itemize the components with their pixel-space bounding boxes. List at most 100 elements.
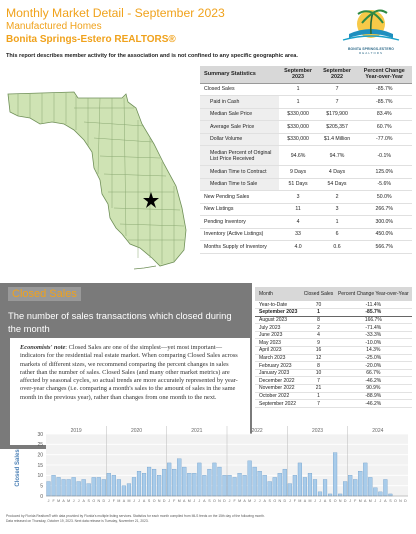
summary-row-label: New Pending Sales — [204, 193, 250, 200]
chart-bar — [338, 493, 343, 497]
cs-row-change: -25.0% — [334, 354, 412, 363]
chart-bar — [257, 471, 262, 497]
summary-statistics-table: Summary Statistics September 2023 Septem… — [200, 66, 412, 254]
chart-x-tick-label: J — [259, 499, 261, 503]
chart-y-tick-label: 0 — [40, 494, 43, 500]
cs-row-sales: 21 — [302, 384, 335, 393]
chart-x-tick-label: A — [364, 499, 367, 503]
chart-bar — [172, 468, 177, 497]
summary-row-label: Average Sale Price — [200, 120, 279, 133]
summary-row-change: -5.6% — [377, 181, 392, 188]
chart-bar — [297, 462, 302, 497]
summary-row-label: Pending Inventory — [204, 218, 246, 225]
chart-x-tick-label: M — [369, 499, 372, 503]
chart-bar — [86, 483, 91, 497]
summary-header-change: Percent Change Year-over-Year — [356, 66, 412, 84]
chart-x-tick-label: A — [243, 499, 246, 503]
chart-x-tick-label: J — [349, 499, 351, 503]
chart-x-tick-label: J — [374, 499, 376, 503]
footer-release: Data released on Thursday, October 19, 2… — [6, 519, 149, 523]
chart-x-tick-label: M — [298, 499, 301, 503]
chart-x-tick-label: D — [404, 499, 407, 503]
summary-row: Inventory (Active Listings) 33 6 450.0% — [200, 228, 412, 241]
cs-row-sales: 1 — [302, 308, 335, 317]
summary-row-prior: 6 — [335, 231, 339, 238]
cs-row-month: October 2022 — [255, 392, 303, 401]
summary-row-current: 1 — [296, 86, 300, 93]
summary-row-change: 50.0% — [376, 193, 392, 200]
chart-x-tick-label: J — [289, 499, 291, 503]
palm-sun-logo-icon — [342, 9, 400, 41]
cs-row-change: -46.2% — [334, 376, 412, 386]
chart-bar — [71, 477, 76, 497]
chart-x-tick-label: D — [284, 499, 287, 503]
chart-x-tick-label: F — [113, 499, 116, 503]
association-name: Bonita Springs-Estero REALTORS® — [6, 34, 176, 45]
cs-row-change: -33.3% — [334, 331, 412, 340]
summary-row: New Listings 11 3 266.7% — [200, 203, 412, 216]
chart-x-tick-label: N — [158, 499, 161, 503]
chart-bar — [106, 473, 111, 497]
chart-bar — [126, 483, 132, 497]
cs-row-sales: 8 — [302, 316, 335, 325]
summary-row-current: 1 — [296, 98, 300, 105]
chart-bar — [51, 475, 56, 497]
chart-y-tick-label: 30 — [37, 432, 43, 438]
chart-x-tick-label: A — [203, 499, 206, 503]
chart-bar — [307, 473, 313, 497]
closed-sales-row: August 2023 8 166.7% — [255, 316, 412, 325]
chart-bar — [373, 487, 378, 497]
summary-row-current: 51 Days — [288, 181, 308, 188]
chart-x-tick-label: O — [213, 499, 216, 503]
chart-bar — [182, 466, 187, 497]
chart-x-tick-label: S — [208, 499, 211, 503]
summary-row-prior: $205,357 — [326, 123, 348, 130]
chart-bar — [116, 479, 121, 497]
chart-x-tick-label: O — [394, 499, 397, 503]
section-title: Closed Sales — [8, 287, 81, 301]
closed-sales-row: Year-to-Date 70 -11.4% — [255, 301, 412, 310]
cs-row-sales: 7 — [302, 399, 335, 408]
summary-row-change: -77.0% — [376, 136, 393, 143]
chart-bar — [162, 468, 167, 497]
cs-row-change: -10.0% — [334, 338, 412, 348]
summary-row-prior: $1.4 Million — [323, 136, 351, 143]
logo-tag: REALTORS — [359, 51, 383, 55]
chart-bar — [111, 475, 116, 497]
chart-x-tick-label: S — [389, 499, 392, 503]
cs-row-change: -20.0% — [334, 361, 412, 370]
summary-row-current: $330,000 — [287, 136, 309, 143]
chart-bar — [197, 462, 202, 497]
chart-bar — [317, 491, 323, 497]
chart-bar — [66, 479, 71, 497]
chart-year-label: 2020 — [131, 428, 142, 434]
property-type: Manufactured Homes — [6, 21, 102, 32]
summary-row-label: Inventory (Active Listings) — [204, 231, 264, 238]
cs-row-change: -88.9% — [334, 392, 412, 401]
summary-row-prior: 2 — [335, 193, 339, 200]
chart-x-tick-label: N — [339, 499, 342, 503]
chart-bar — [378, 491, 383, 497]
chart-bar — [101, 479, 106, 497]
chart-x-tick-label: A — [83, 499, 86, 503]
chart-x-tick-label: M — [238, 499, 241, 503]
summary-rows: Closed Sales 1 7 -85.7% Paid in Cash 1 7 -85.7%… — [200, 83, 412, 253]
summary-row: Median Sale Price $330,000 $179,900 83.4% — [200, 108, 412, 121]
chart-year-label: 2019 — [71, 428, 82, 434]
closed-sales-row: July 2023 2 -71.4% — [255, 323, 412, 332]
chart-x-tick-label: M — [117, 499, 120, 503]
chart-x-tick-label: J — [254, 499, 256, 503]
cs-row-month: February 2023 — [255, 361, 303, 370]
chart-bar — [267, 481, 272, 497]
cs-row-month: May 2023 — [255, 338, 303, 348]
chart-x-tick-label: F — [354, 499, 357, 503]
chart-x-tick-label: D — [163, 499, 166, 503]
chart-x-tick-label: A — [384, 499, 387, 503]
cs-row-sales: 7 — [302, 376, 335, 386]
summary-row-current: 3 — [296, 193, 300, 200]
chart-bar — [322, 479, 328, 497]
chart-x-tick-label: O — [153, 499, 156, 503]
chart-bar — [46, 481, 51, 497]
chart-y-tick-label: 10 — [37, 473, 43, 479]
report-header: Monthly Market Detail - September 2023 M… — [6, 6, 306, 46]
